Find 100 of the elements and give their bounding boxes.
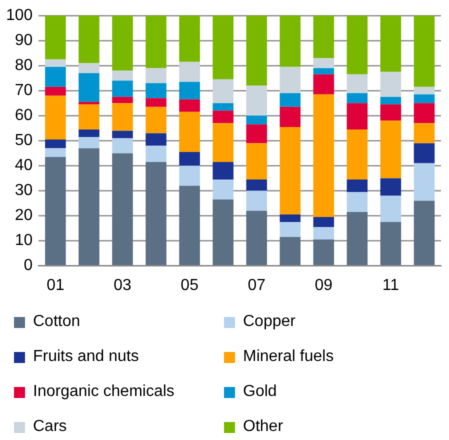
- x-tick-label: 03: [114, 276, 132, 294]
- bar: [346, 93, 368, 104]
- bar: [313, 217, 334, 228]
- legend-label: Inorganic chemicals: [33, 383, 174, 401]
- bar: [246, 190, 268, 211]
- bar: [313, 16, 334, 58]
- legend-label: Other: [243, 418, 284, 436]
- bar: [414, 200, 435, 266]
- bar: [280, 66, 301, 94]
- legend-label: Gold: [243, 383, 277, 401]
- bar: [380, 120, 402, 178]
- y-tick-label: 60: [14, 107, 33, 124]
- bar: [78, 104, 100, 130]
- bar: [112, 130, 133, 138]
- x-tick-label: 07: [248, 276, 266, 294]
- bar: [78, 102, 100, 104]
- bar: [179, 186, 200, 266]
- bar: [179, 112, 200, 152]
- bar: [414, 123, 435, 144]
- bar: [414, 94, 435, 104]
- bar: [380, 178, 402, 196]
- bar: [313, 74, 334, 94]
- bar: [112, 138, 133, 154]
- bar: [179, 82, 200, 100]
- bar: [414, 163, 435, 201]
- bar: [246, 16, 268, 86]
- bar: [212, 79, 234, 104]
- y-tick-label: 100: [6, 7, 33, 24]
- bar: [212, 162, 234, 180]
- bar: [414, 16, 435, 87]
- x-tick-label: 01: [46, 276, 64, 294]
- bar: [280, 222, 301, 238]
- bar: [212, 16, 234, 80]
- bar: [146, 162, 166, 266]
- y-tick-label: 20: [14, 207, 33, 224]
- bar: [78, 129, 100, 137]
- legend-label: Copper: [243, 313, 296, 331]
- bar: [346, 192, 368, 212]
- bar: [112, 80, 133, 97]
- bar: [179, 99, 200, 112]
- bar: [146, 83, 166, 98]
- y-tick-label: 80: [14, 57, 33, 74]
- bar: [146, 133, 166, 146]
- bar: [45, 86, 66, 96]
- bar: [45, 16, 66, 60]
- bar: [380, 222, 402, 266]
- legend-label: Cotton: [33, 313, 80, 331]
- bar: [112, 70, 133, 81]
- bar: [346, 16, 368, 74]
- bar: [45, 96, 66, 140]
- bar: [380, 196, 402, 222]
- bar: [212, 199, 234, 266]
- bar: [414, 143, 435, 164]
- bar: [246, 86, 268, 116]
- legend-label: Fruits and nuts: [33, 348, 139, 366]
- bar: [346, 103, 368, 130]
- bar: [212, 110, 234, 124]
- bar: [179, 152, 200, 166]
- bar: [246, 124, 268, 144]
- x-tick-label: 09: [314, 276, 333, 294]
- bar: [380, 72, 402, 97]
- bar: [246, 143, 268, 180]
- bar: [313, 58, 334, 68]
- bar: [280, 93, 301, 107]
- bar: [313, 68, 334, 74]
- bar: [380, 16, 402, 72]
- bar: [380, 104, 402, 121]
- bar: [212, 123, 234, 162]
- bar: [45, 156, 66, 266]
- y-tick-label: 10: [14, 232, 33, 250]
- bar: [45, 139, 66, 148]
- bar: [146, 16, 166, 68]
- bar: [179, 166, 200, 186]
- bar: [313, 227, 334, 240]
- bar: [246, 116, 268, 124]
- y-tick-label: 30: [14, 182, 33, 200]
- bar: [78, 73, 100, 102]
- bar: [313, 240, 334, 266]
- x-tick-label: 05: [180, 276, 199, 294]
- bar: [146, 146, 166, 162]
- bar: [414, 86, 435, 94]
- bar: [246, 210, 268, 266]
- bar: [346, 74, 368, 94]
- legend-label: Mineral fuels: [243, 348, 334, 366]
- bar: [280, 126, 301, 215]
- bar: [78, 136, 100, 148]
- bar: [146, 98, 166, 107]
- bar: [380, 96, 402, 104]
- bar: [280, 237, 301, 266]
- y-tick-label: 0: [24, 257, 33, 274]
- bar: [45, 66, 66, 87]
- bar: [246, 179, 268, 191]
- bar: [45, 148, 66, 157]
- bar: [78, 148, 100, 266]
- bar: [112, 153, 133, 266]
- bar: [112, 16, 133, 71]
- bar: [280, 16, 301, 67]
- bar: [179, 62, 200, 82]
- y-tick-label: 40: [14, 157, 33, 174]
- bar: [45, 59, 66, 67]
